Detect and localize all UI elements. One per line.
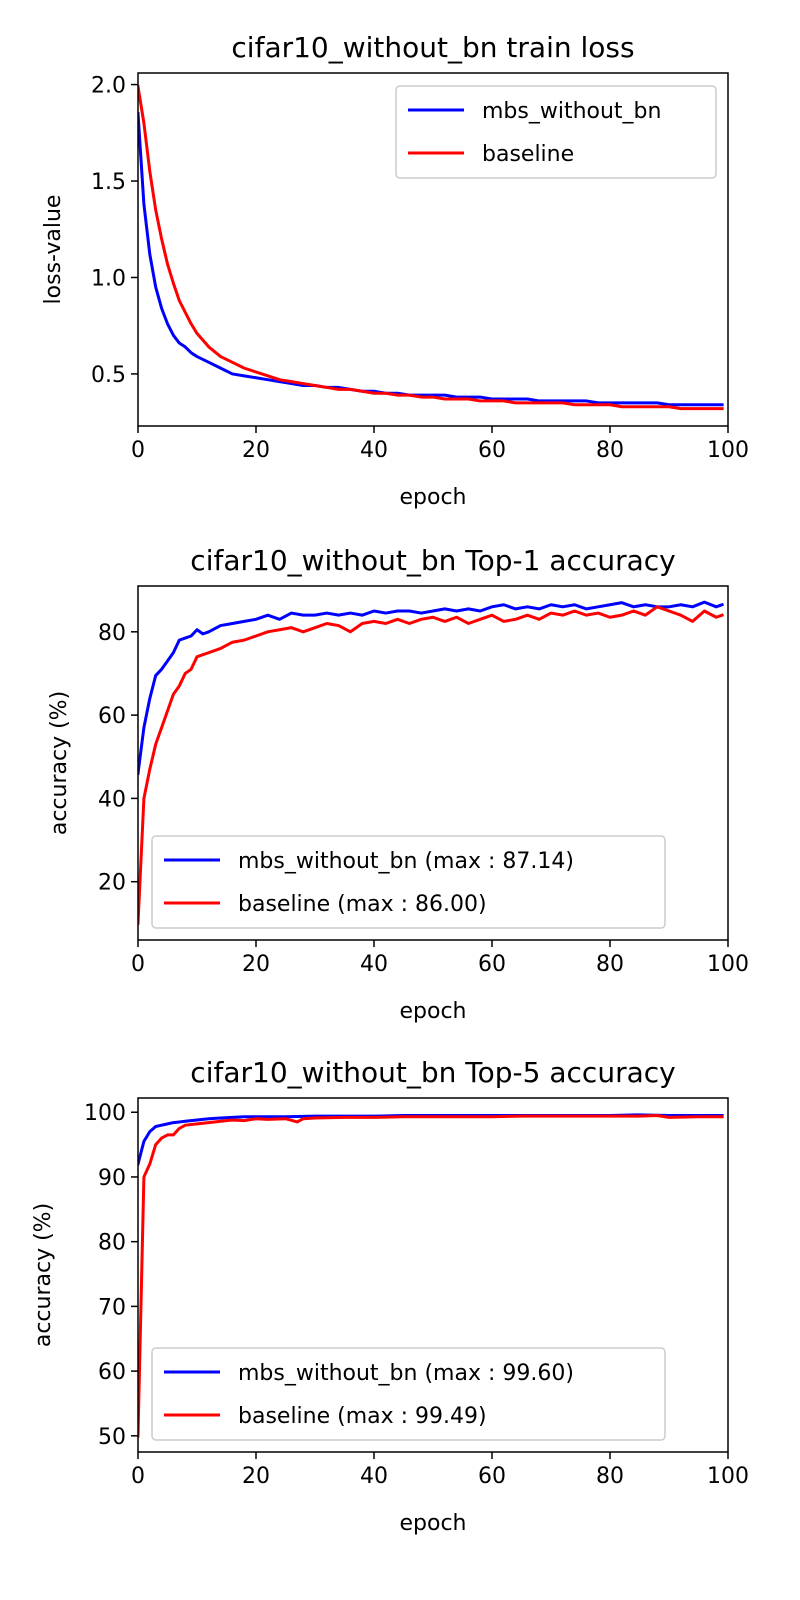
y-tick-label: 80	[98, 621, 126, 646]
legend: mbs_without_bn (max : 99.60) baseline (ma…	[151, 1347, 666, 1441]
x-tick-label: 100	[707, 952, 749, 977]
chart-title: cifar10_without_bn Top-1 accuracy	[190, 544, 675, 577]
x-tick-label: 60	[478, 438, 506, 463]
y-tick-label: 20	[98, 871, 126, 896]
y-tick-label: 2.0	[91, 74, 126, 99]
y-axis-label: loss-value	[41, 195, 66, 305]
x-tick-label: 100	[707, 1464, 749, 1489]
legend-box	[395, 85, 717, 179]
chart-panel-3: cifar10_without_bn Top-5 accuracy 0 20 40 60…	[31, 1056, 749, 1536]
legend-label-1: mbs_without_bn	[482, 99, 661, 124]
series-line-1	[138, 600, 725, 776]
y-tick-label: 60	[98, 704, 126, 729]
x-tick-label: 40	[360, 1464, 388, 1489]
legend-label-2: baseline (max : 99.49)	[238, 1404, 487, 1429]
y-tick-label: 50	[98, 1425, 126, 1450]
legend: mbs_without_bn (max : 87.14) baseline (ma…	[151, 835, 666, 929]
x-tick-label: 0	[131, 438, 145, 463]
chart-title: cifar10_without_bn train loss	[231, 31, 634, 64]
y-tick-label: 1.0	[91, 266, 126, 291]
chart-title: cifar10_without_bn Top-5 accuracy	[190, 1056, 675, 1089]
y-tick-label: 80	[98, 1231, 126, 1256]
x-tick-label: 80	[596, 1464, 624, 1489]
y-tick-label: 40	[98, 787, 126, 812]
axes-frame	[137, 585, 729, 941]
axes-frame	[137, 1097, 729, 1453]
x-tick-label: 0	[131, 1464, 145, 1489]
axes-frame	[137, 72, 729, 427]
legend-label-2: baseline (max : 86.00)	[238, 892, 487, 917]
x-tick-label: 20	[242, 438, 270, 463]
y-tick-label: 70	[98, 1295, 126, 1320]
y-tick-label: 1.5	[91, 170, 126, 195]
series-line-2	[138, 84, 724, 411]
legend: mbs_without_bn baseline	[395, 85, 717, 179]
x-tick-label: 0	[131, 952, 145, 977]
y-axis-label: accuracy (%)	[47, 691, 72, 835]
y-tick-label: 90	[98, 1166, 126, 1191]
series-line-2	[138, 1114, 724, 1438]
x-tick-label: 40	[360, 438, 388, 463]
x-axis-label: epoch	[400, 485, 467, 510]
y-tick-label: 0.5	[91, 363, 126, 388]
x-tick-label: 60	[478, 1464, 506, 1489]
x-axis-label: epoch	[400, 999, 467, 1024]
legend-label-1: mbs_without_bn (max : 99.60)	[238, 1361, 574, 1386]
x-tick-label: 80	[596, 952, 624, 977]
x-tick-label: 20	[242, 1464, 270, 1489]
y-axis-label: accuracy (%)	[31, 1203, 56, 1347]
x-tick-label: 40	[360, 952, 388, 977]
legend-box	[151, 835, 666, 929]
chart-panel-2: cifar10_without_bn Top-1 accuracy 0 20 40 60…	[47, 544, 749, 1024]
series-line-2	[138, 605, 725, 925]
legend-box	[151, 1347, 666, 1441]
y-tick-label: 100	[84, 1101, 126, 1126]
y-tick-label: 60	[98, 1360, 126, 1385]
chart-panel-1: cifar10_without_bn train loss 0 20 40 60 80 10…	[41, 31, 749, 510]
x-tick-label: 60	[478, 952, 506, 977]
legend-label-2: baseline	[482, 142, 574, 167]
x-tick-label: 80	[596, 438, 624, 463]
x-axis-label: epoch	[400, 1511, 467, 1536]
x-tick-label: 100	[707, 438, 749, 463]
x-tick-label: 20	[242, 952, 270, 977]
legend-label-1: mbs_without_bn (max : 87.14)	[238, 849, 574, 874]
